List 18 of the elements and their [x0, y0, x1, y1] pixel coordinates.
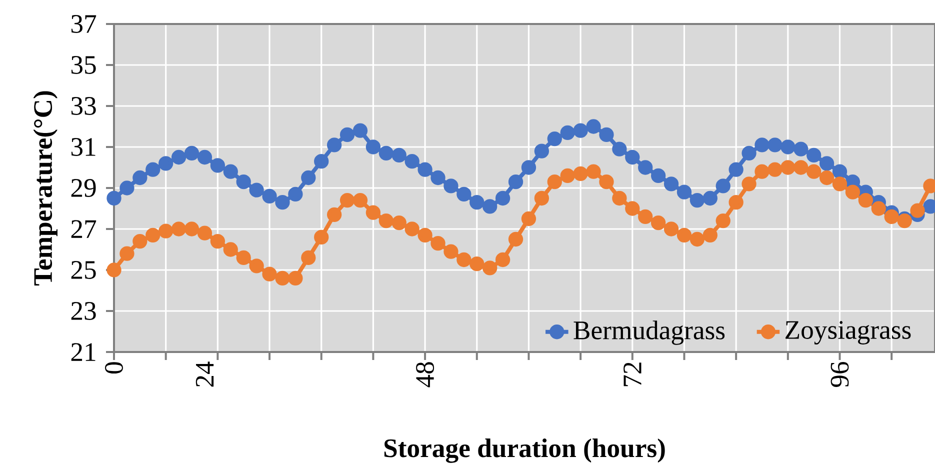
- y-tick-label: 25: [71, 261, 96, 279]
- y-tick-label: 35: [71, 56, 96, 74]
- y-tick-label: 31: [71, 138, 96, 156]
- y-tick-label: 27: [71, 220, 96, 238]
- x-tick-label: 0: [105, 362, 123, 374]
- legend-label: Bermudagrass: [574, 320, 725, 345]
- y-tick-label: 37: [71, 15, 96, 33]
- y-tick-label: 33: [71, 97, 96, 115]
- x-tick-label: 48: [416, 362, 434, 388]
- y-tick-label: 23: [71, 302, 96, 320]
- x-tick-label: 24: [196, 362, 214, 387]
- x-axis-title: Storage duration (hours): [384, 438, 665, 463]
- legend-label: Zoysiagrass: [786, 321, 911, 344]
- x-tick-label: 96: [830, 362, 849, 387]
- x-tick-label: 72: [624, 362, 642, 386]
- y-tick-label: 21: [71, 343, 96, 361]
- y-tick-label: 29: [71, 179, 96, 197]
- y-axis-title: Temperature(°C): [33, 91, 58, 286]
